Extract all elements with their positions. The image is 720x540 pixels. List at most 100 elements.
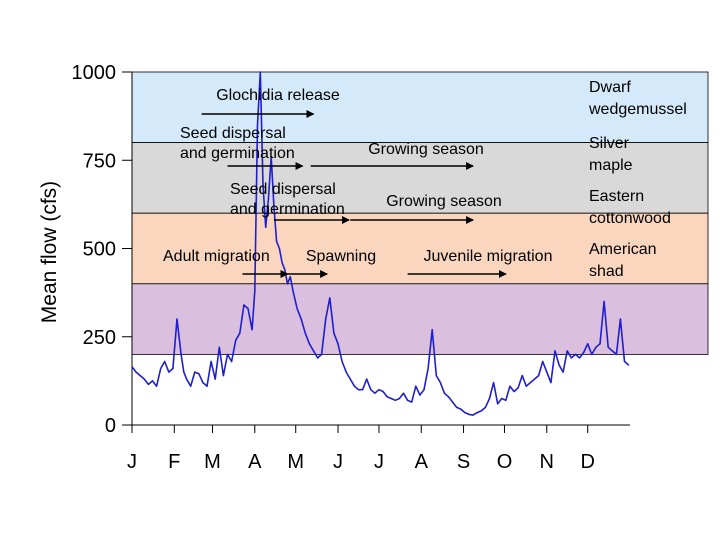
flow-data-point (439, 382, 441, 384)
flow-data-point (210, 360, 212, 363)
flow-data-point (265, 226, 267, 228)
flow-data-point (607, 346, 609, 348)
flow-data-point (370, 389, 372, 391)
flow-data-point (289, 276, 291, 278)
flow-data-point (357, 389, 360, 391)
flow-data-point (235, 339, 237, 341)
event-label: Glochidia release (216, 87, 340, 104)
flow-data-point (591, 353, 593, 355)
flow-data-point (143, 378, 145, 380)
event-label: and germination (230, 201, 345, 218)
event-label: Spawning (306, 248, 376, 265)
flow-line-layer (131, 71, 630, 416)
flow-data-point (505, 399, 507, 401)
x-tick-label: F (168, 451, 180, 473)
flow-data-point (402, 392, 405, 394)
flow-data-point (206, 385, 208, 387)
flow-data-point (202, 382, 204, 384)
flow-data-point (542, 360, 544, 363)
flow-data-point (472, 414, 474, 416)
flow-data-point (488, 397, 491, 400)
flow-data-point (292, 290, 294, 292)
flow-data-point (231, 360, 233, 363)
x-tick-label: J (333, 451, 343, 473)
flow-data-point (276, 240, 278, 243)
flow-data-point (168, 371, 170, 373)
x-tick-label: A (415, 451, 429, 473)
flow-data-point (599, 343, 601, 345)
band-1 (131, 142, 709, 214)
flow-data-point (570, 357, 572, 359)
flow-data-point (243, 304, 245, 306)
flow-data-point (398, 397, 401, 400)
flow-data-point (513, 390, 515, 393)
flow-data-point (312, 350, 315, 352)
x-tick-label: J (374, 451, 384, 473)
flow-data-point (353, 385, 355, 387)
flow-data-point (337, 343, 339, 345)
flow-data-point (333, 332, 335, 334)
x-tick-label: M (287, 451, 304, 473)
species-label: shad (589, 263, 624, 280)
flow-data-point (587, 343, 589, 345)
flow-data-point (574, 353, 577, 355)
flow-data-point (254, 290, 256, 292)
flow-data-point (411, 401, 413, 403)
flow-data-point (554, 350, 556, 352)
event-label: Growing season (386, 193, 502, 210)
flow-data-point (321, 353, 323, 355)
flow-data-point (517, 387, 519, 389)
flow-data-point (456, 406, 458, 408)
flow-data-point (316, 357, 319, 359)
flow-data-point (497, 403, 499, 405)
flow-data-point (218, 346, 220, 348)
flow-data-point (180, 353, 182, 355)
flow-data-point (281, 262, 283, 264)
flow-data-point (160, 367, 162, 370)
y-tick-label: 250 (83, 327, 116, 349)
flow-data-point (214, 378, 216, 380)
flow-data-point (183, 371, 185, 373)
y-axis-label: Mean flow (cfs) (38, 181, 61, 323)
flow-data-point (415, 385, 417, 387)
flow-data-point (537, 374, 540, 377)
flow-data-point (256, 124, 259, 126)
flow-data-point (480, 410, 482, 412)
event-label: and germination (180, 145, 295, 162)
x-tick-label: J (127, 451, 137, 473)
flow-data-point (382, 390, 384, 393)
flow-data-point (378, 389, 380, 391)
flow-data-point (135, 371, 137, 373)
flow-data-point (476, 412, 478, 414)
flow-data-point (533, 378, 536, 380)
flow-data-point (308, 343, 310, 345)
species-label: maple (589, 157, 633, 174)
flow-data-point (623, 360, 626, 363)
flow-data-point (558, 364, 560, 366)
band-0 (131, 71, 709, 143)
flow-data-point (247, 307, 249, 310)
flow-data-point (267, 198, 270, 200)
flow-data-point (431, 329, 433, 331)
flow-data-point (176, 318, 178, 320)
flow-data-point (460, 408, 462, 410)
x-tick-label: S (457, 451, 470, 473)
flow-series-line (131, 71, 630, 416)
y-tick-label: 0 (105, 415, 116, 437)
band-event-labels: Dwarf wedgemussel Glochidia release Silver m… (163, 79, 687, 280)
flow-data-point (529, 382, 532, 384)
flow-data-point (239, 332, 241, 334)
flow-data-point (492, 382, 495, 384)
flow-data-point (284, 269, 286, 271)
flow-data-point (595, 346, 597, 348)
flow-data-point (619, 318, 622, 320)
habitat-bands (131, 71, 709, 355)
flow-data-point (131, 366, 133, 368)
band-2 (131, 212, 709, 285)
flow-data-point (262, 184, 264, 186)
y-axis: 0 250 500 750 1000 (72, 62, 133, 437)
species-label: Eastern (589, 188, 644, 205)
flow-data-point (447, 396, 450, 398)
flow-data-point (172, 367, 174, 370)
